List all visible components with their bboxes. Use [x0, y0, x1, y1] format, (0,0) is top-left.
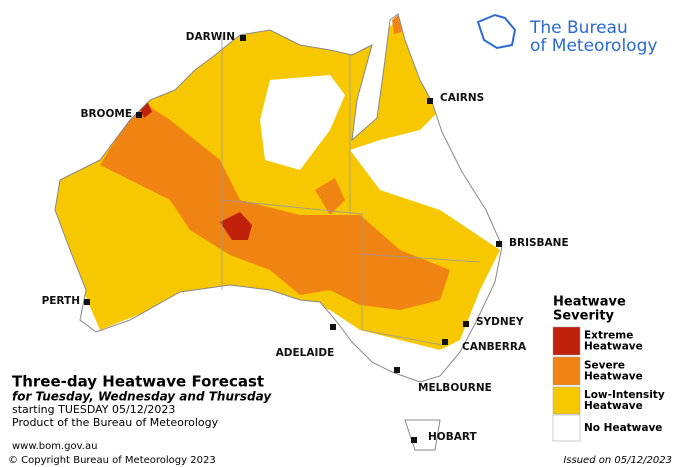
copyright: © Copyright Bureau of Meteorology 2023: [8, 455, 216, 466]
city-label: ADELAIDE: [276, 347, 335, 359]
legend-swatch: [552, 356, 581, 386]
city-marker: [427, 98, 433, 104]
legend-label: Heatwave: [584, 371, 643, 383]
city-label: HOBART: [428, 431, 477, 443]
product: Product of the Bureau of Meteorology: [12, 416, 219, 429]
city-marker: [463, 321, 469, 327]
severe-area-2: [315, 178, 345, 215]
legend-title: Severity: [553, 309, 615, 324]
legend-title: Heatwave: [553, 295, 626, 310]
legend-swatch: [552, 414, 581, 442]
legend-label: Extreme: [584, 330, 633, 342]
city-marker: [411, 437, 417, 443]
legend-swatch: [552, 386, 581, 415]
logo: The Bureau of Meteorology: [476, 13, 657, 56]
city-marker: [442, 339, 448, 345]
no-heatwave-inland: [260, 75, 345, 170]
legend-label: Severe: [584, 360, 625, 372]
severe-area: [100, 100, 450, 310]
city-label: MELBOURNE: [418, 382, 492, 394]
city-marker: [136, 112, 142, 118]
city-label: CANBERRA: [462, 341, 527, 353]
city-label: DARWIN: [186, 31, 235, 43]
city-label: BROOME: [80, 108, 132, 120]
logo-text: The Bureau: [529, 18, 628, 38]
legend-label: Low-Intensity: [584, 389, 665, 401]
legend-label: Heatwave: [584, 400, 643, 412]
state-borders: [221, 35, 481, 346]
severe-area-3: [392, 15, 402, 34]
city-label: PERTH: [42, 295, 80, 307]
subtitle: for Tuesday, Wednesday and Thursday: [12, 390, 272, 404]
website: www.bom.gov.au: [12, 441, 97, 452]
issued: Issued on 05/12/2023: [563, 455, 672, 466]
logo-text: of Meteorology: [530, 36, 657, 56]
city-marker: [394, 367, 400, 373]
city-marker: [330, 324, 336, 330]
legend-swatch: [552, 326, 581, 356]
starting: starting TUESDAY 05/12/2023: [12, 403, 175, 416]
legend-label: Heatwave: [584, 341, 643, 353]
city-marker: [496, 241, 502, 247]
city-label: BRISBANE: [509, 237, 569, 249]
extreme-area: [220, 212, 252, 240]
logo-icon: [476, 13, 517, 50]
city-marker: [84, 299, 90, 305]
city-label: SYDNEY: [476, 316, 524, 328]
city-label: CAIRNS: [440, 92, 484, 104]
city-marker: [240, 35, 246, 41]
title: Three-day Heatwave Forecast: [12, 373, 264, 391]
legend-label: No Heatwave: [584, 422, 662, 434]
